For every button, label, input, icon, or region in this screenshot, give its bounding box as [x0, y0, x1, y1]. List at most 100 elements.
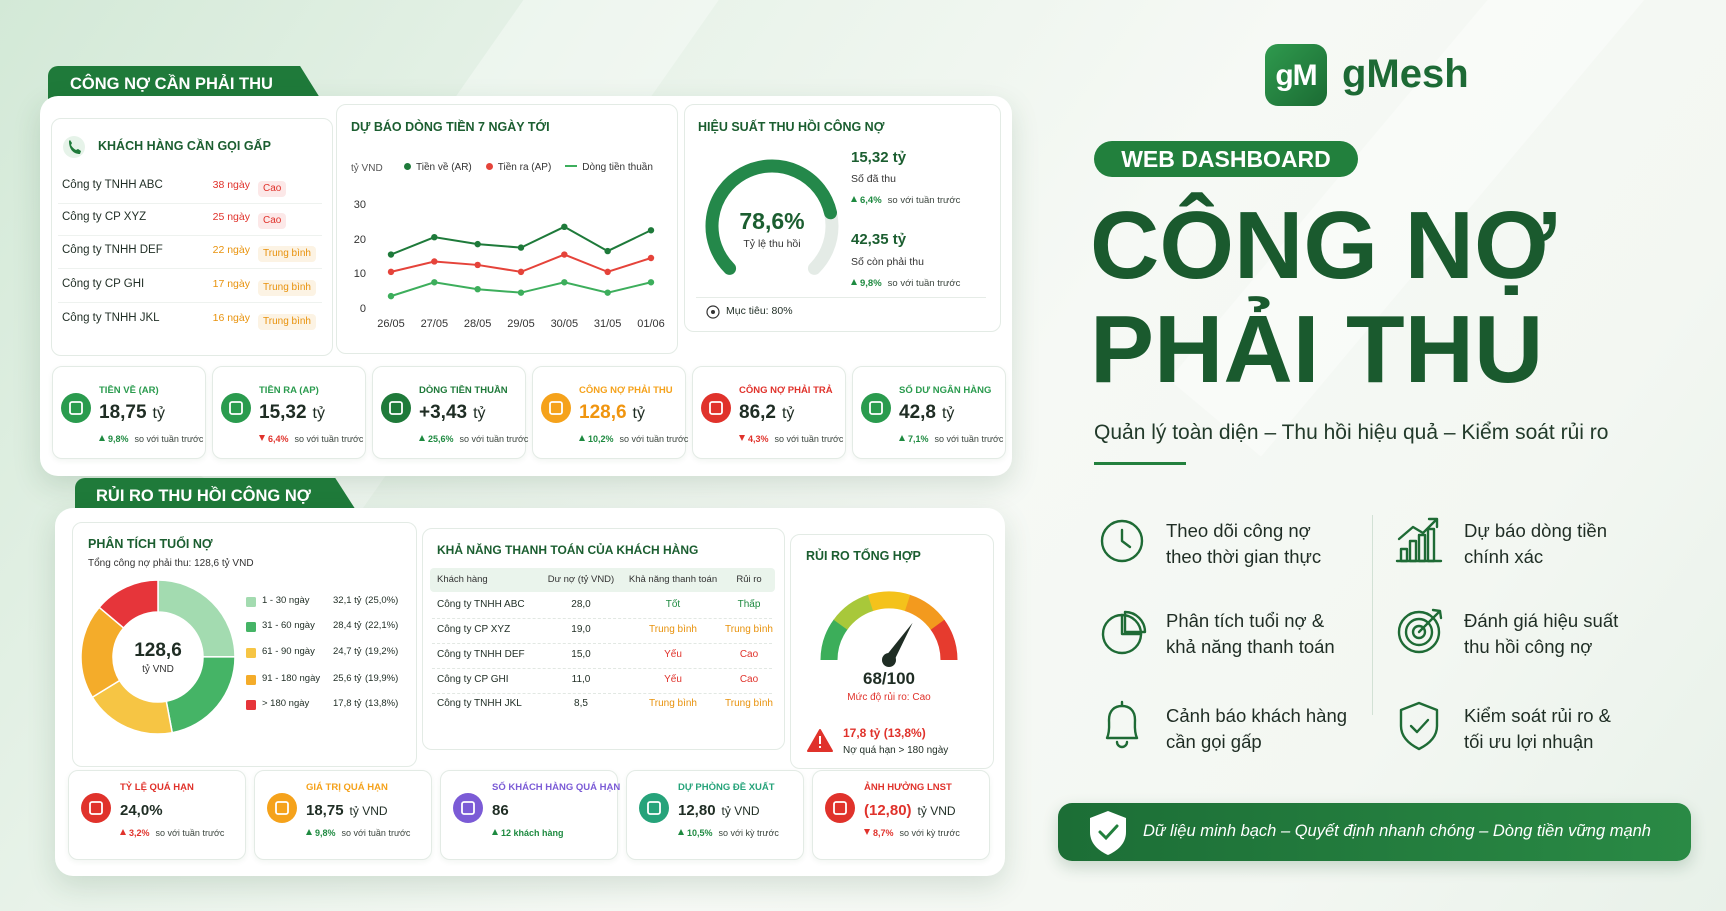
overdue-days: 22 ngày	[212, 244, 250, 256]
kpi-icon-glyph	[709, 401, 723, 415]
kpi-number: 86	[492, 802, 509, 819]
icon-part	[1397, 517, 1439, 541]
gauge-band	[904, 594, 945, 631]
kpi-value: 18,75 tỷ VND	[306, 801, 388, 820]
legend-label: > 180 ngày	[262, 698, 310, 709]
target-icon	[706, 305, 720, 319]
chart-subtitle: Tổng công nợ phải thu: 128,6 tỷ VND	[88, 558, 254, 569]
row-divider	[58, 302, 322, 303]
gauge-band	[867, 591, 911, 612]
legend-item: Tiền về (AR)	[404, 162, 472, 174]
icon-part	[1120, 528, 1132, 549]
data-point	[517, 244, 525, 251]
kpi-icon-glyph	[275, 801, 289, 815]
trend-change: 9,8%	[108, 434, 129, 444]
data-point	[474, 240, 481, 248]
row-divider	[58, 268, 322, 269]
kpi-title: DÒNG TIỀN THUẦN	[419, 385, 508, 396]
pie-center-value: 128,6	[134, 640, 182, 661]
feature-text: Dự báo dòng tiền	[1464, 520, 1608, 541]
trend-arrow	[851, 279, 857, 285]
stat-value: 42,35 tỷ	[851, 231, 907, 248]
sub-card	[336, 104, 678, 354]
data-point	[604, 268, 611, 276]
kpi-title: GIÁ TRỊ QUÁ HẠN	[306, 782, 388, 793]
kpi-number: 128,6	[579, 402, 627, 423]
row-divider	[58, 235, 322, 236]
data-point	[431, 279, 438, 286]
y-tick-label: 30	[353, 199, 366, 211]
table-cell: 8,5	[574, 698, 588, 709]
kpi-icon	[221, 393, 251, 423]
table-cell: Yếu	[664, 674, 682, 685]
card-divider	[696, 297, 986, 298]
data-point	[474, 261, 481, 269]
legend-swatch	[246, 622, 256, 632]
y-tick-label: 20	[353, 233, 366, 246]
kpi-value: 86,2 tỷ	[739, 402, 794, 425]
pie-value-label: 28,4 tỷ	[333, 620, 362, 631]
trend-row: 3,2% so với tuần trước	[120, 828, 224, 839]
trend-compare: so với kỳ trước	[899, 828, 960, 838]
trend-change: 6,4%	[268, 434, 289, 444]
table-cell: Công ty TNHH JKL	[437, 698, 522, 709]
row-divider	[432, 643, 772, 644]
data-point	[561, 251, 568, 258]
banner-check	[1098, 824, 1119, 841]
icon-part	[1411, 624, 1427, 640]
kpi-number: 15,32	[259, 402, 307, 423]
kpi-number: 24,0%	[120, 802, 163, 819]
kpi-number: 42,8	[899, 402, 936, 423]
kpi-value: 12,80 tỷ VND	[678, 801, 760, 820]
kpi-title: DỰ PHÒNG ĐỀ XUẤT	[678, 782, 775, 793]
data-point	[387, 292, 395, 300]
icon-part	[1404, 617, 1434, 647]
gauge-value: 68/100	[863, 669, 915, 688]
kpi-number: (12,80)	[864, 802, 912, 819]
kpi-card	[212, 366, 366, 459]
data-point	[387, 251, 395, 258]
table-cell: Trung bình	[725, 698, 773, 709]
trend-arrow	[306, 829, 312, 835]
priority-badge: Trung bình	[258, 280, 316, 296]
kpi-title: CÔNG NỢ PHẢI THU	[579, 385, 673, 396]
trend-row: 10,5% so với kỳ trước	[678, 828, 779, 839]
priority-badge: Trung bình	[258, 314, 316, 330]
feature-text: tối ưu lợi nhuận	[1464, 731, 1594, 752]
company-name: Công ty CP XYZ	[62, 211, 147, 223]
table-cell: 28,0	[571, 599, 591, 610]
pie-value-label: 24,7 tỷ	[333, 646, 362, 657]
icon-part	[1100, 519, 1144, 563]
table-cell: 19,0	[571, 624, 591, 635]
kpi-number: 18,75	[306, 802, 344, 819]
data-point	[561, 279, 568, 286]
table-cell: Cao	[739, 674, 759, 685]
icon-part	[1123, 610, 1147, 634]
feature-icon	[1397, 608, 1443, 654]
legend-label: 1 - 30 ngày	[262, 595, 310, 606]
feature-text: khả năng thanh toán	[1166, 636, 1335, 657]
legend-item: Tiền ra (AP)	[485, 162, 551, 174]
stat-label: Số còn phải thu	[851, 256, 924, 268]
legend-item: Dòng tiền thuần	[565, 162, 653, 174]
table-cell: Công ty CP GHI	[437, 674, 509, 685]
data-point	[647, 254, 655, 262]
kpi-number: 18,75	[99, 402, 147, 423]
kpi-value: 24,0%	[120, 801, 163, 820]
kpi-number: 12,80	[678, 802, 716, 819]
table-header	[430, 568, 775, 592]
data-point	[647, 227, 655, 234]
hero-title: PHẢI THU	[1090, 296, 1544, 403]
x-tick-label: 28/05	[463, 318, 492, 330]
trend-row: 9,8% so với tuần trước	[99, 434, 203, 445]
x-tick-label: 31/05	[593, 318, 622, 330]
legend-symbol	[485, 163, 493, 170]
kpi-icon-glyph	[549, 401, 563, 415]
feature-text: chính xác	[1464, 546, 1544, 567]
kpi-unit: tỷ	[152, 405, 165, 422]
legend-swatch	[246, 648, 256, 658]
x-tick-label: 01/06	[637, 318, 665, 330]
y-tick-label: 0	[359, 303, 366, 315]
